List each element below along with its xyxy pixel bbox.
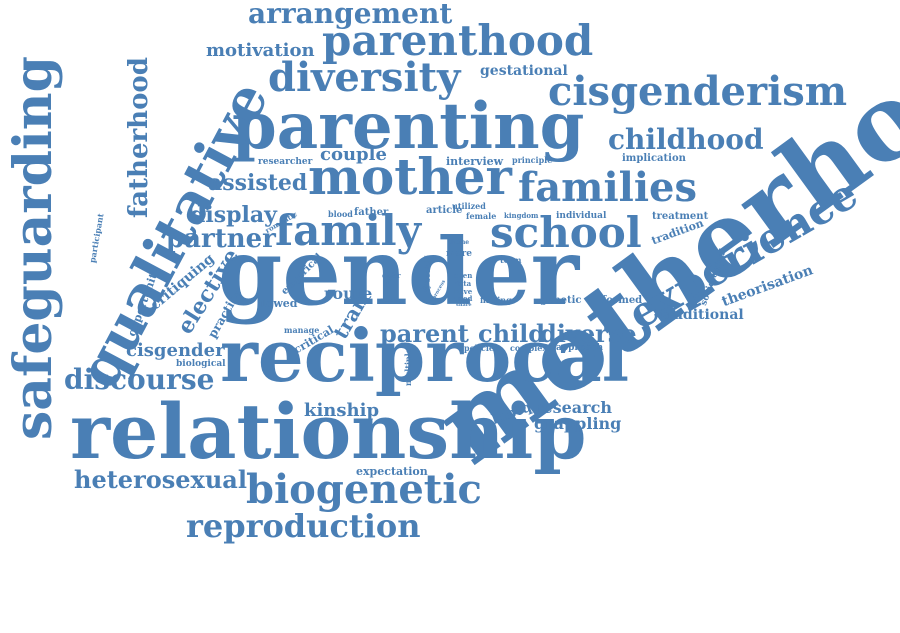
- word-role: role: [420, 285, 432, 291]
- word-child: child: [478, 319, 546, 348]
- word-route: route: [324, 284, 373, 303]
- word-diverse: diverse: [540, 319, 637, 348]
- word-biogenetic: biogenetic: [246, 466, 482, 513]
- word-reciprocal: reciprocal: [220, 313, 630, 398]
- word-cisgenderism: cisgenderism: [548, 68, 848, 115]
- word-reproduction: reproduction: [186, 507, 421, 545]
- word-share: share: [456, 302, 472, 308]
- word-finding: finding: [480, 295, 512, 305]
- word-expectation: expectation: [356, 465, 428, 478]
- word-formed: formed: [602, 295, 643, 306]
- word-gestational: gestational: [480, 63, 568, 79]
- word-parenthood: parenthood: [322, 16, 594, 65]
- word-family: family: [275, 206, 422, 255]
- word-daily: daily: [423, 280, 429, 294]
- word-utilized: utilized: [452, 201, 486, 211]
- word-grappling: grappling: [534, 414, 622, 433]
- word-childhood: childhood: [608, 123, 764, 156]
- word-parent: parent: [380, 319, 469, 348]
- word-partner: partner: [166, 224, 276, 254]
- word-couple: couple: [320, 144, 387, 165]
- word-fatherhood: fatherhood: [124, 57, 154, 218]
- word-kingdom: kingdom: [504, 211, 539, 220]
- word-blood: blood: [328, 209, 353, 219]
- word-implication: implication: [622, 153, 686, 164]
- word-oven: oven: [454, 271, 473, 280]
- word-more: more: [446, 249, 472, 259]
- word-individual: individual: [556, 211, 607, 221]
- word-school: school: [490, 208, 642, 257]
- word-researcher: researcher: [258, 157, 313, 167]
- word-motivation: motivation: [206, 40, 315, 61]
- word-interview: interview: [446, 155, 504, 168]
- word-social: social: [423, 259, 432, 282]
- word-multiple: multiple: [403, 348, 413, 386]
- word-offer: offer: [382, 271, 401, 280]
- word-father: father: [354, 207, 389, 218]
- word-study: study: [380, 297, 399, 304]
- word-have: have: [454, 287, 473, 296]
- word-time: time: [424, 255, 437, 261]
- word-cisgender: cisgender: [126, 340, 225, 361]
- word-biological: biological: [176, 359, 226, 369]
- word-term: term: [500, 255, 522, 265]
- word-genetic: genetic: [540, 295, 582, 306]
- word-manage: manage: [284, 325, 320, 335]
- word-diversity: diversity: [268, 54, 461, 101]
- word-research: research: [534, 398, 612, 417]
- word-heterosexual: heterosexual: [74, 465, 247, 494]
- word-gender: gender: [218, 218, 580, 326]
- word-theme: theme: [448, 239, 470, 246]
- word-treatment: treatment: [652, 211, 709, 222]
- word-discourse: discourse: [64, 363, 215, 396]
- word-flowed: flowed: [258, 297, 298, 310]
- word-kinship: kinship: [304, 400, 380, 421]
- word-complex: complex: [510, 343, 548, 353]
- word-data: data: [454, 279, 472, 288]
- word-article: article: [426, 205, 463, 216]
- word-female: female: [466, 211, 497, 221]
- word-approach: approach: [556, 343, 604, 353]
- word-families: families: [518, 164, 698, 211]
- word-parenting: parenting: [232, 89, 585, 164]
- word-participant: participant: [87, 212, 106, 264]
- word-assisted: assisted: [208, 170, 308, 196]
- word-relationship: relationship: [70, 387, 587, 476]
- word-policies: policies: [464, 343, 499, 353]
- word-safeguarding: safeguarding: [3, 56, 64, 440]
- word-arrangement: arrangement: [248, 0, 453, 30]
- word-principle: principle: [512, 155, 553, 165]
- word-traditional: traditional: [660, 307, 744, 323]
- word-used: used: [454, 294, 473, 303]
- word-display: display: [190, 202, 277, 228]
- word-mother: mother: [308, 147, 512, 206]
